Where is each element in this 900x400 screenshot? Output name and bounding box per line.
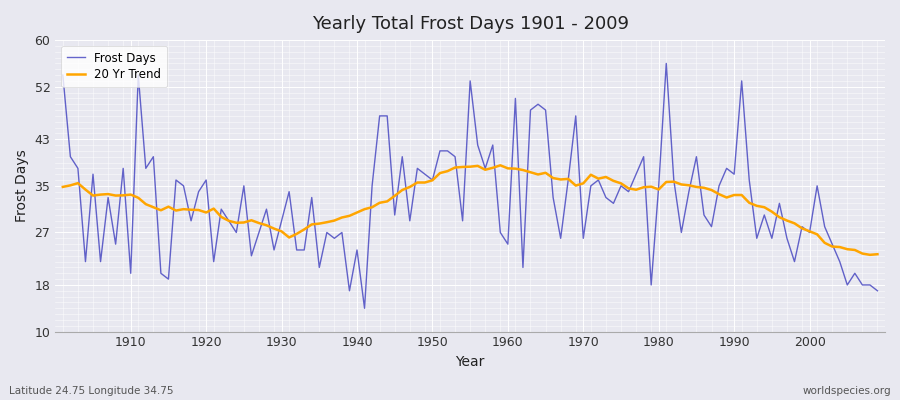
X-axis label: Year: Year xyxy=(455,355,485,369)
Legend: Frost Days, 20 Yr Trend: Frost Days, 20 Yr Trend xyxy=(61,46,167,87)
Text: worldspecies.org: worldspecies.org xyxy=(803,386,891,396)
Line: Frost Days: Frost Days xyxy=(63,64,878,308)
Frost Days xyxy=(510,96,521,101)
20 Yr Trend xyxy=(329,218,340,223)
Text: Latitude 24.75 Longitude 34.75: Latitude 24.75 Longitude 34.75 xyxy=(9,386,174,396)
Frost Days xyxy=(284,189,294,194)
20 Yr Trend xyxy=(510,166,521,171)
Title: Yearly Total Frost Days 1901 - 2009: Yearly Total Frost Days 1901 - 2009 xyxy=(311,15,628,33)
Y-axis label: Frost Days: Frost Days xyxy=(15,150,29,222)
Frost Days xyxy=(600,195,611,200)
Frost Days xyxy=(58,73,68,78)
20 Yr Trend xyxy=(284,235,294,240)
20 Yr Trend xyxy=(58,184,68,189)
20 Yr Trend xyxy=(865,252,876,257)
20 Yr Trend xyxy=(118,193,129,198)
Line: 20 Yr Trend: 20 Yr Trend xyxy=(63,165,878,255)
Frost Days xyxy=(329,236,340,241)
20 Yr Trend xyxy=(502,166,513,171)
Frost Days xyxy=(872,288,883,293)
20 Yr Trend xyxy=(872,252,883,257)
Frost Days xyxy=(502,242,513,246)
20 Yr Trend xyxy=(495,163,506,168)
Frost Days xyxy=(359,306,370,311)
Frost Days xyxy=(118,166,129,171)
20 Yr Trend xyxy=(600,174,611,179)
Frost Days xyxy=(661,61,671,66)
